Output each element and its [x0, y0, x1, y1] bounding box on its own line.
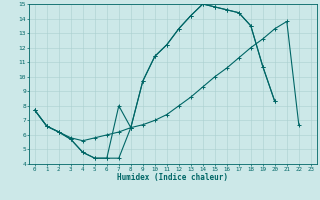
X-axis label: Humidex (Indice chaleur): Humidex (Indice chaleur): [117, 173, 228, 182]
